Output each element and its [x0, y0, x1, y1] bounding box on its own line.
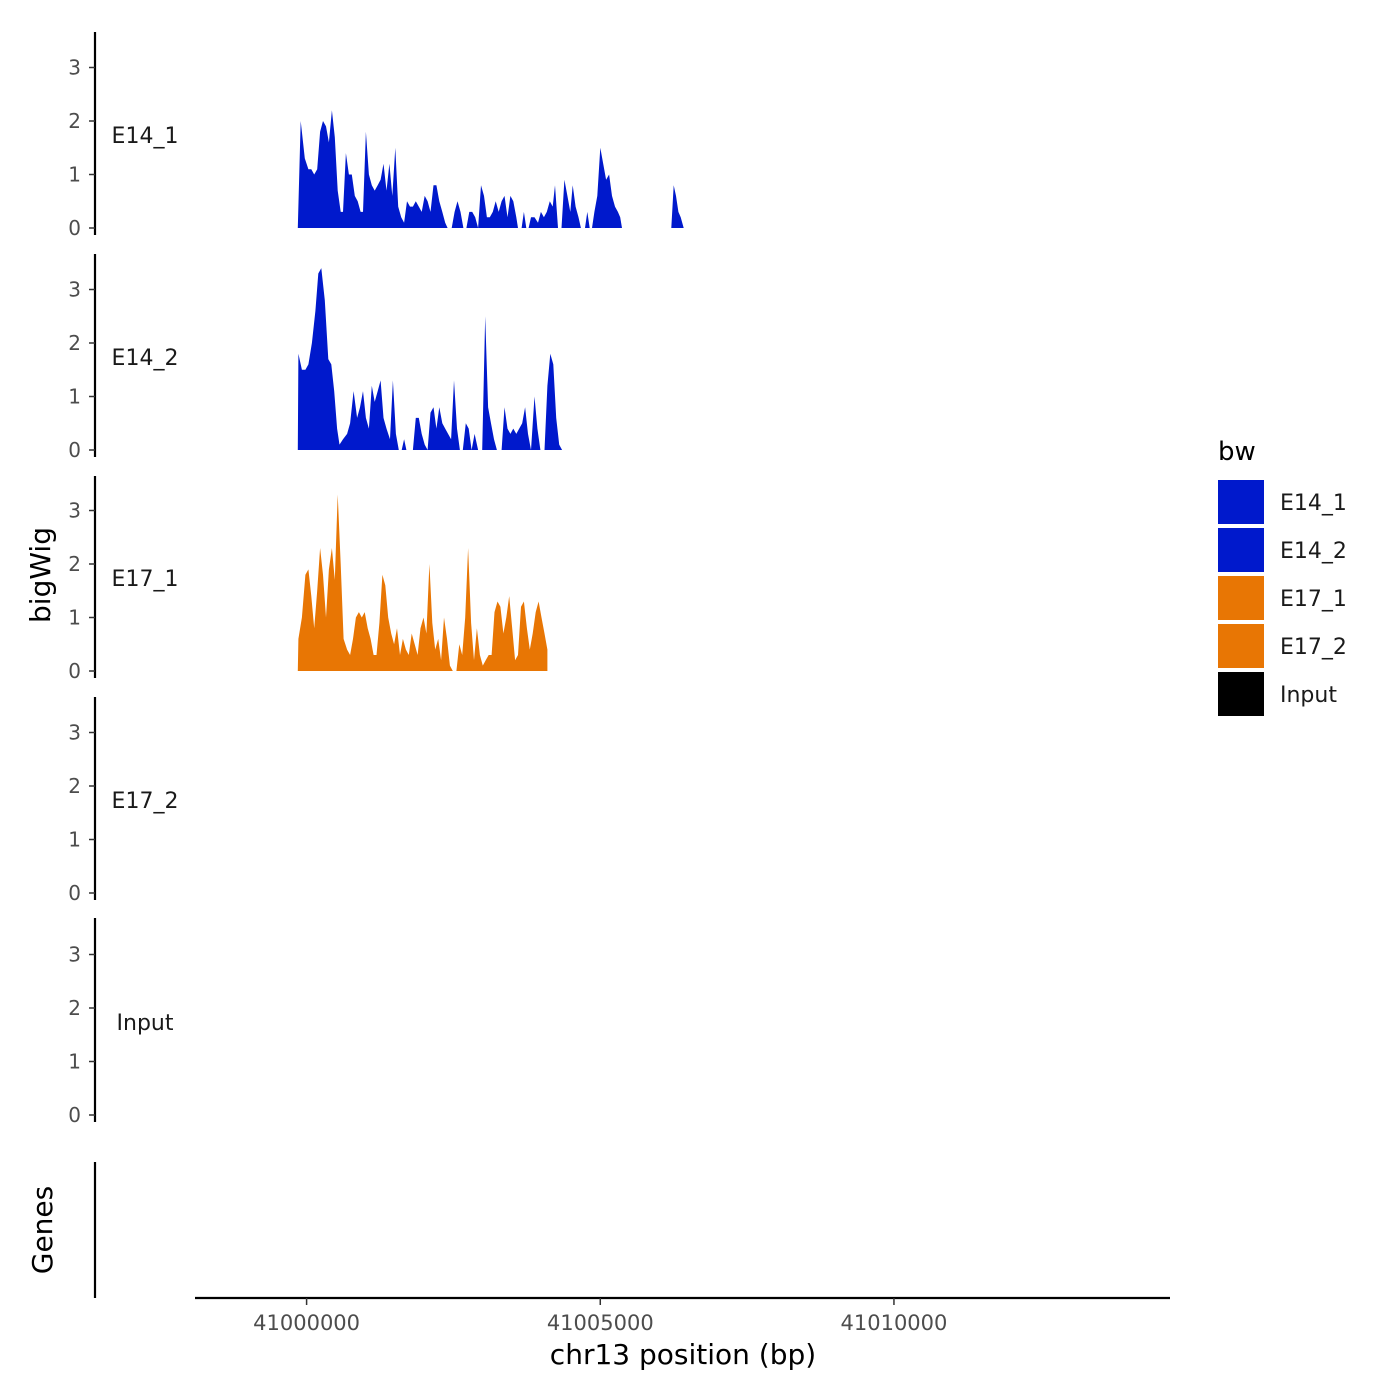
track-label: E14_2 — [112, 346, 179, 371]
legend-label: E17_2 — [1280, 635, 1347, 660]
legend-swatch — [1218, 576, 1264, 620]
legend: bw E14_1 E14_2 E17_1 E17_2 Input — [1218, 437, 1347, 716]
track-panel-e14-1: 0 1 2 3 E14_1 — [68, 32, 684, 240]
y-tick-label: 1 — [68, 828, 81, 852]
track-panel-input: 0 1 2 3 Input — [68, 918, 174, 1127]
y-axis-title: bigWig — [24, 527, 57, 623]
x-tick-label: 41005000 — [547, 1311, 654, 1335]
y-tick-label: 0 — [68, 438, 81, 462]
y-tick-label: 2 — [68, 996, 81, 1020]
y-tick-label: 0 — [68, 659, 81, 683]
y-tick-label: 1 — [68, 1050, 81, 1074]
y-tick-label: 3 — [68, 499, 81, 523]
legend-swatch — [1218, 624, 1264, 668]
x-axis-title: chr13 position (bp) — [550, 1338, 816, 1371]
legend-title: bw — [1218, 437, 1256, 467]
legend-swatch — [1218, 480, 1264, 524]
y-tick-label: 2 — [68, 331, 81, 355]
y-tick-label: 3 — [68, 56, 81, 80]
legend-label: Input — [1280, 683, 1337, 708]
legend-label: E14_1 — [1280, 491, 1347, 516]
y-tick-label: 2 — [68, 774, 81, 798]
coverage-area — [297, 494, 548, 671]
y-tick-label: 2 — [68, 552, 81, 576]
y-tick-label: 1 — [68, 385, 81, 409]
coverage-area — [297, 110, 684, 228]
y-tick-label: 1 — [68, 606, 81, 630]
y-tick-label: 3 — [68, 943, 81, 967]
x-tick-label: 41000000 — [253, 1311, 360, 1335]
y-tick-label: 0 — [68, 216, 81, 240]
track-panel-e17-1: 0 1 2 3 E17_1 — [68, 476, 548, 683]
y-tick-label: 3 — [68, 721, 81, 745]
y-tick-label: 1 — [68, 163, 81, 187]
track-panel-e17-2: 0 1 2 3 E17_2 — [68, 697, 178, 905]
track-label: E14_1 — [112, 124, 179, 149]
x-tick-label: 41010000 — [841, 1311, 948, 1335]
y-tick-label: 2 — [68, 109, 81, 133]
track-label: Input — [117, 1011, 174, 1036]
legend-swatch — [1218, 672, 1264, 716]
legend-label: E17_1 — [1280, 587, 1347, 612]
track-label: E17_2 — [112, 789, 179, 814]
legend-swatch — [1218, 528, 1264, 572]
track-panel-e14-2: 0 1 2 3 E14_2 — [68, 254, 563, 462]
legend-label: E14_2 — [1280, 539, 1347, 564]
y-tick-label: 3 — [68, 278, 81, 302]
genes-axis-title: Genes — [26, 1186, 59, 1274]
y-tick-label: 0 — [68, 1103, 81, 1127]
coverage-area — [297, 268, 563, 450]
track-label: E17_1 — [112, 567, 179, 592]
y-tick-label: 0 — [68, 881, 81, 905]
